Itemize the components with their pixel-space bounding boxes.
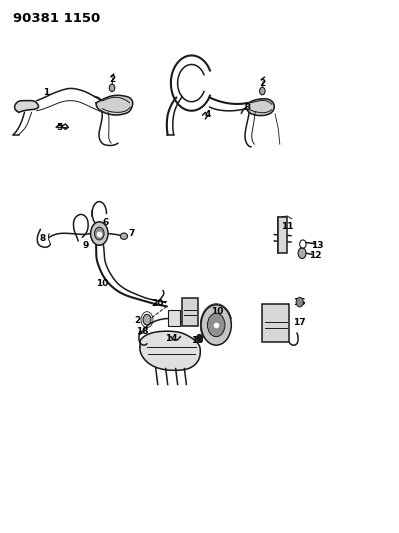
Text: 1: 1 — [43, 87, 49, 96]
Circle shape — [201, 305, 231, 345]
Text: 8: 8 — [40, 234, 45, 243]
Polygon shape — [96, 95, 133, 115]
Circle shape — [207, 313, 225, 337]
Text: 12: 12 — [308, 252, 321, 260]
Text: 7: 7 — [129, 229, 135, 238]
Ellipse shape — [120, 233, 128, 239]
Text: 4: 4 — [204, 110, 211, 119]
Text: 3: 3 — [244, 102, 250, 111]
Text: 10: 10 — [211, 307, 223, 316]
Circle shape — [296, 297, 303, 307]
FancyBboxPatch shape — [182, 298, 198, 326]
Text: 90381 1150: 90381 1150 — [13, 12, 100, 26]
Text: 15: 15 — [191, 336, 204, 345]
Circle shape — [109, 84, 115, 92]
Text: 2: 2 — [109, 75, 115, 84]
Text: 20: 20 — [152, 299, 164, 308]
Polygon shape — [15, 101, 39, 112]
Text: 2: 2 — [259, 78, 265, 87]
Text: 11: 11 — [281, 222, 293, 231]
Polygon shape — [246, 99, 274, 116]
Text: 2: 2 — [135, 316, 141, 325]
Text: 5: 5 — [56, 123, 63, 132]
Circle shape — [259, 87, 265, 95]
Text: 9: 9 — [83, 241, 89, 250]
Text: 13: 13 — [310, 241, 323, 250]
Text: 16: 16 — [292, 298, 305, 307]
Text: 10: 10 — [96, 279, 108, 288]
Circle shape — [298, 248, 306, 259]
FancyBboxPatch shape — [262, 304, 289, 342]
Circle shape — [143, 314, 151, 325]
Circle shape — [91, 222, 108, 245]
Text: 6: 6 — [103, 219, 109, 228]
Polygon shape — [140, 331, 200, 370]
Circle shape — [95, 227, 104, 240]
Text: 17: 17 — [292, 318, 305, 327]
Text: 14: 14 — [165, 334, 178, 343]
Circle shape — [197, 335, 202, 342]
Text: 18: 18 — [136, 327, 148, 336]
FancyBboxPatch shape — [278, 217, 287, 253]
FancyBboxPatch shape — [168, 310, 180, 326]
Text: 19: 19 — [181, 298, 194, 307]
